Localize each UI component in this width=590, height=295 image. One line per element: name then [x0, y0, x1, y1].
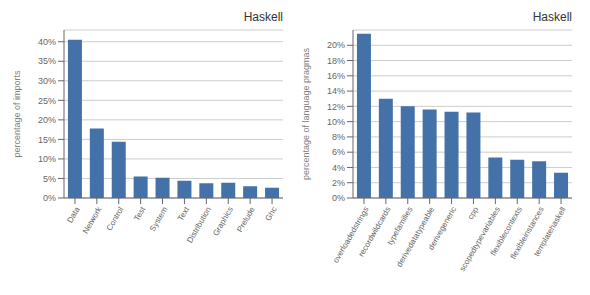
svg-text:derivedatatypeable: derivedatatypeable [395, 205, 437, 269]
svg-text:12%: 12% [327, 102, 345, 112]
svg-text:18%: 18% [327, 56, 345, 66]
svg-text:4%: 4% [332, 163, 345, 173]
svg-text:recordwildcards: recordwildcards [357, 205, 393, 258]
svg-text:overloadedstrings: overloadedstrings [331, 205, 371, 265]
svg-text:typefamilies: typefamilies [385, 205, 415, 247]
svg-text:Test: Test [132, 205, 148, 223]
svg-text:scopedtypevariables: scopedtypevariables [458, 205, 502, 273]
svg-text:30%: 30% [38, 76, 56, 86]
svg-text:Graphics: Graphics [211, 205, 235, 237]
svg-text:Control: Control [105, 205, 126, 232]
svg-text:10%: 10% [38, 154, 56, 164]
svg-text:8%: 8% [332, 132, 345, 142]
svg-text:35%: 35% [38, 56, 56, 66]
svg-text:Distribution: Distribution [185, 205, 213, 244]
svg-text:25%: 25% [38, 96, 56, 106]
svg-text:System: System [148, 205, 169, 233]
svg-text:6%: 6% [332, 147, 345, 157]
svg-text:Text: Text [176, 205, 192, 223]
svg-text:percentage of language pragmas: percentage of language pragmas [301, 47, 311, 180]
svg-text:derivegeneric: derivegeneric [426, 205, 458, 251]
svg-text:20%: 20% [38, 115, 56, 125]
svg-text:flexibleinstances: flexibleinstances [508, 205, 546, 261]
svg-text:0%: 0% [43, 193, 56, 203]
svg-text:10%: 10% [327, 117, 345, 127]
svg-text:16%: 16% [327, 71, 345, 81]
html-text:Haskell: Haskell [243, 10, 283, 24]
svg-text:5%: 5% [43, 174, 56, 184]
svg-text:flexiblecontexts: flexiblecontexts [488, 205, 524, 258]
svg-text:Prelude: Prelude [235, 205, 257, 234]
svg-text:Network: Network [81, 204, 104, 235]
svg-text:cpp: cpp [466, 205, 481, 221]
svg-text:15%: 15% [38, 135, 56, 145]
svg-text:percentage of imports: percentage of imports [12, 70, 22, 158]
svg-text:2%: 2% [332, 178, 345, 188]
svg-text:20%: 20% [327, 40, 345, 50]
svg-text:14%: 14% [327, 86, 345, 96]
svg-text:0%: 0% [332, 193, 345, 203]
svg-text:Data: Data [65, 205, 82, 225]
svg-text:40%: 40% [38, 37, 56, 47]
svg-text:templatehaskell: templatehaskell [532, 205, 568, 258]
html-text:Haskell: Haskell [532, 10, 572, 24]
svg-text:Ghc: Ghc [264, 205, 279, 222]
